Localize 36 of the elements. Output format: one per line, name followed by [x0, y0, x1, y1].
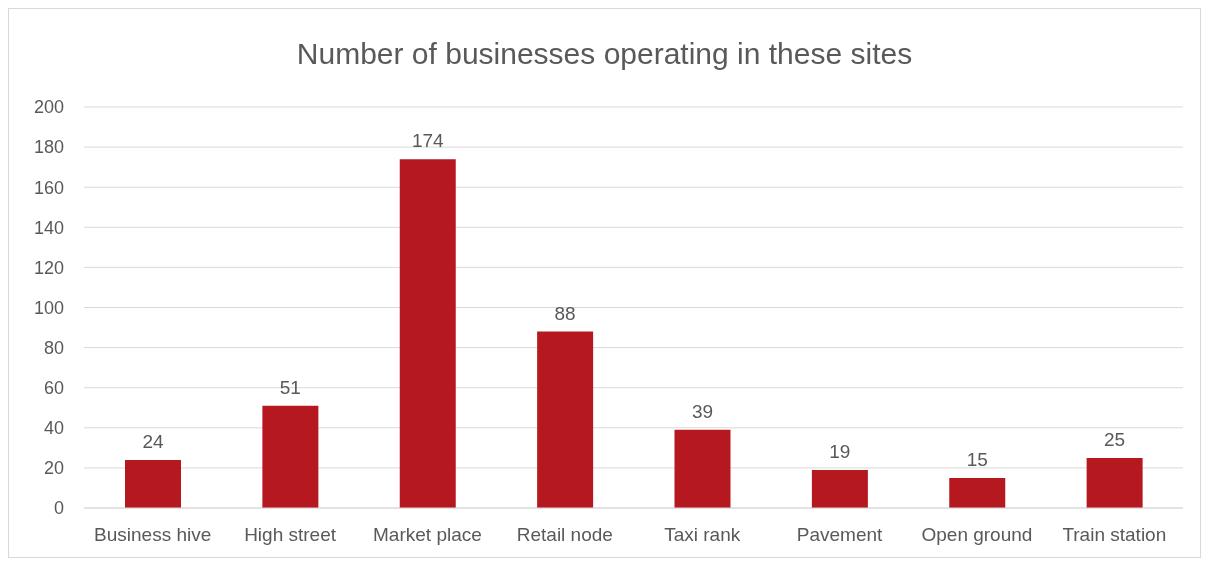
bar — [811, 469, 868, 508]
x-tick-label: Taxi rank — [664, 524, 741, 546]
y-tick-label: 120 — [33, 257, 64, 278]
data-label: 51 — [279, 376, 301, 398]
y-tick-label: 20 — [43, 458, 64, 479]
x-tick-label: Market place — [373, 524, 482, 546]
y-tick-label: 0 — [53, 498, 64, 519]
y-tick-label: 80 — [43, 337, 64, 358]
x-tick-label: Retail node — [516, 524, 613, 546]
data-label: 174 — [411, 130, 445, 152]
x-tick-label: Business hive — [94, 524, 212, 546]
bar — [1086, 457, 1143, 508]
chart-title: Number of businesses operating in these sites — [295, 37, 914, 71]
bar — [262, 405, 319, 508]
y-tick-label: 200 — [33, 97, 64, 118]
data-label: 24 — [142, 430, 164, 452]
data-label: 19 — [829, 440, 851, 462]
data-label: 15 — [966, 448, 988, 470]
x-tick-label: High street — [244, 524, 337, 546]
bar — [125, 459, 181, 508]
y-tick-label: 160 — [33, 177, 64, 198]
bar — [537, 331, 594, 508]
x-tick-label: Pavement — [796, 524, 884, 546]
bar — [949, 477, 1006, 508]
y-tick-label: 140 — [33, 217, 64, 238]
x-tick-label: Train station — [1062, 524, 1167, 546]
bar — [674, 429, 731, 508]
y-tick-label: 40 — [43, 418, 64, 439]
bar — [399, 159, 456, 508]
data-label: 88 — [554, 302, 576, 324]
data-label: 39 — [691, 400, 714, 422]
y-tick-label: 60 — [43, 378, 64, 399]
y-tick-label: 180 — [33, 137, 64, 158]
y-tick-label: 100 — [33, 297, 64, 318]
data-label: 25 — [1104, 428, 1126, 450]
x-tick-label: Open ground — [921, 524, 1033, 546]
